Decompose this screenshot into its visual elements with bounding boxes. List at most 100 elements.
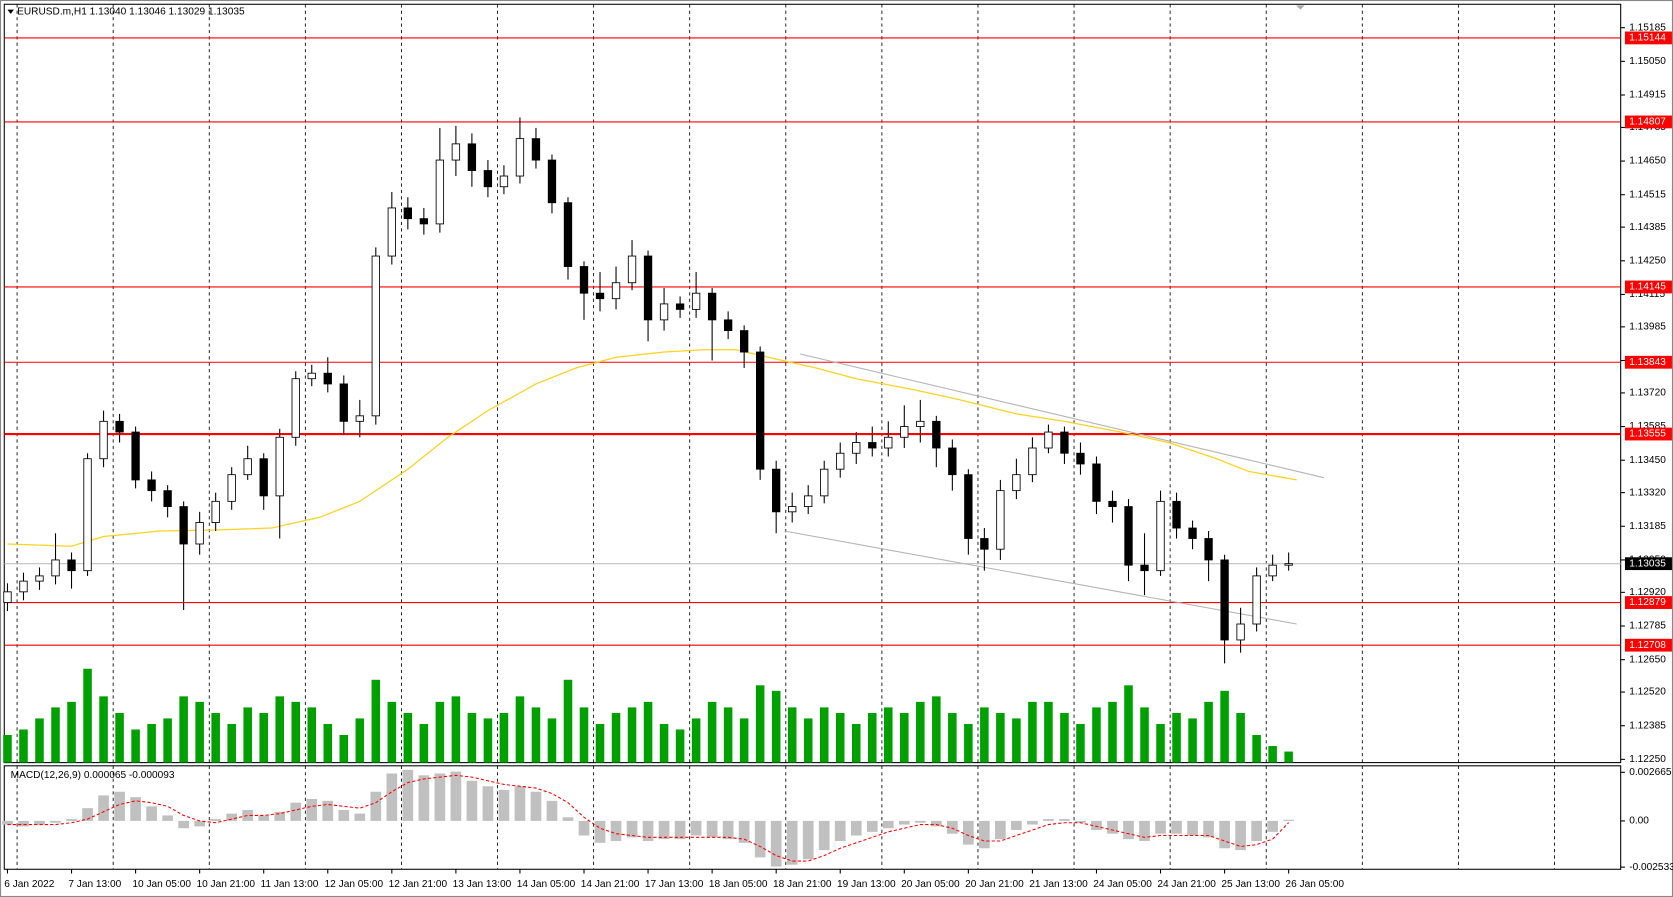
macd-bar — [866, 820, 878, 832]
candle-body — [147, 479, 156, 492]
candle-body — [19, 580, 28, 593]
macd-bar — [306, 799, 318, 821]
macd-bar — [658, 820, 670, 840]
candle-body — [868, 442, 877, 449]
x-tick-label: 10 Jan 05:00 — [132, 879, 191, 890]
macd-bar — [258, 815, 270, 821]
macd-bar — [914, 820, 926, 823]
x-tick-label: 11 Jan 13:00 — [261, 879, 319, 890]
macd-bar — [66, 819, 77, 821]
macd-bar — [34, 820, 45, 825]
candle-body — [339, 383, 348, 422]
volume-bar — [595, 723, 605, 763]
x-tick-label: 19 Jan 13:00 — [837, 879, 896, 890]
candle-body — [1220, 559, 1229, 641]
volume-bar — [547, 718, 557, 763]
volume-bar — [83, 668, 92, 763]
y-tick-label: 1.12385 — [1629, 720, 1666, 731]
volume-bar — [355, 718, 365, 763]
volume-bar — [323, 723, 333, 763]
candle-body — [595, 292, 605, 300]
macd-bar — [1187, 820, 1198, 836]
candle-body — [916, 420, 925, 427]
candle-body — [1252, 575, 1261, 625]
y-tick-label: 1.13720 — [1629, 388, 1666, 399]
y-tick-label: -0.002533 — [1629, 862, 1673, 873]
x-tick-label: 20 Jan 05:00 — [901, 879, 960, 890]
candle-body — [579, 266, 589, 294]
x-tick-label: 18 Jan 21:00 — [773, 879, 832, 890]
x-tick-label: 7 Jan 13:00 — [68, 879, 121, 890]
level-label: 1.12879 — [1629, 597, 1666, 608]
candle-body — [675, 303, 685, 310]
macd-bar — [322, 800, 334, 821]
y-tick-label: 1.12785 — [1629, 621, 1666, 632]
macd-bar — [178, 820, 189, 829]
candle-body — [996, 490, 1005, 550]
plot: 1.151851.150501.149151.147851.146501.145… — [2, 22, 1673, 890]
y-tick-label: 1.15185 — [1629, 22, 1666, 33]
y-tick-label: 1.14515 — [1629, 189, 1666, 200]
volume-bar — [1220, 690, 1229, 763]
volume-bar — [563, 679, 573, 763]
candle-body — [1236, 623, 1245, 641]
volume-bar — [531, 707, 541, 763]
volume-bar — [227, 723, 236, 763]
macd-bar — [370, 791, 382, 821]
macd-bar — [402, 769, 414, 821]
volume-bar — [435, 701, 445, 763]
volume-bar — [211, 712, 220, 763]
x-tick-label: 17 Jan 13:00 — [645, 879, 704, 890]
volume-bar — [163, 718, 172, 763]
macd-bar — [386, 773, 398, 821]
candle-body — [627, 255, 637, 284]
macd-bar — [818, 820, 830, 851]
volume-bar — [739, 718, 749, 763]
macd-bar — [963, 820, 974, 845]
macd-bar — [786, 820, 798, 865]
candle-body — [739, 330, 749, 353]
volume-bar — [1124, 685, 1133, 763]
macd-bar — [690, 820, 702, 836]
x-tick-label: 18 Jan 05:00 — [709, 879, 768, 890]
macd-bar — [1139, 820, 1150, 841]
x-tick-label: 12 Jan 21:00 — [389, 879, 448, 890]
volume-bar — [1092, 707, 1101, 763]
macd-bar — [482, 786, 494, 821]
macd-bar — [114, 791, 125, 821]
volume-bar — [451, 696, 461, 763]
macd-bar — [850, 820, 862, 836]
shift-marker — [1296, 5, 1305, 10]
y-tick-label: 1.14650 — [1629, 156, 1666, 167]
macd-bar — [498, 789, 510, 821]
candle-body — [980, 538, 989, 550]
candle-body — [691, 292, 701, 310]
volume-bar — [1252, 735, 1261, 763]
candle-body — [547, 159, 557, 204]
macd-bar — [1219, 820, 1230, 849]
candle-body — [163, 490, 172, 508]
volume-bar — [1236, 712, 1245, 763]
candle-body — [707, 292, 717, 321]
x-tick-label: 14 Jan 21:00 — [581, 879, 640, 890]
volume-bar — [1284, 751, 1293, 763]
volume-bar — [1140, 707, 1149, 763]
macd-bar — [1155, 820, 1166, 834]
y-tick-label: 1.12920 — [1629, 587, 1666, 598]
macd-bar — [82, 808, 93, 821]
volume-bar — [1108, 701, 1117, 763]
volume-bar — [707, 701, 717, 763]
volume-bar — [19, 729, 28, 763]
candle-body — [531, 138, 541, 161]
volume-bar — [403, 712, 413, 763]
candle-body — [483, 170, 493, 188]
candle-body — [1076, 452, 1085, 465]
volume-bar — [932, 696, 941, 763]
y-tick-label: 1.14115 — [1629, 289, 1665, 300]
candle-body — [643, 255, 653, 321]
volume-bar — [147, 723, 156, 763]
candle-body — [563, 202, 573, 267]
y-tick-label: 1.15050 — [1629, 56, 1666, 67]
volume-bar — [579, 707, 589, 763]
